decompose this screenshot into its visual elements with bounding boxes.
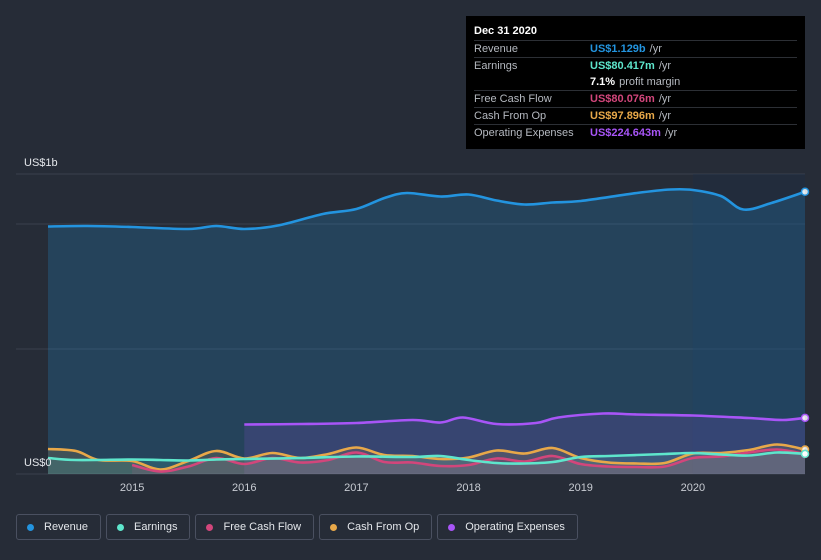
- tooltip-row-free-cash-flow: Free Cash Flow US$80.076m/yr: [474, 90, 797, 107]
- tooltip-unit: /yr: [658, 93, 672, 105]
- x-tick-2016: 2016: [232, 482, 256, 494]
- line-operating-expenses: [244, 412, 806, 426]
- tooltip-label: Operating Expenses: [474, 127, 574, 139]
- tooltip-value: 7.1%: [590, 76, 616, 88]
- legend: Revenue Earnings Free Cash Flow Cash From O…: [16, 514, 578, 542]
- tooltip-value: US$80.076m: [590, 93, 655, 105]
- line-revenue: [47, 187, 806, 231]
- forecast-shade: [692, 174, 805, 474]
- series-areas: [48, 189, 806, 474]
- tooltip-value: US$97.896m: [590, 110, 655, 122]
- legend-label: Revenue: [44, 521, 89, 533]
- tooltip-panel: Dec 31 2020 Revenue US$1.129b/yr Earnings U…: [466, 16, 805, 149]
- x-tick-2017: 2017: [344, 482, 368, 494]
- legend-dot-icon: [27, 523, 34, 531]
- tooltip-unit: /yr: [664, 127, 678, 139]
- area-revenue: [48, 189, 805, 474]
- tooltip-label: Earnings: [474, 60, 518, 72]
- legend-operating-expenses-button[interactable]: Operating Expenses: [437, 514, 578, 540]
- tooltip-row-earnings: Earnings US$80.417m/yr: [474, 57, 797, 74]
- legend-label: Cash From Op: [347, 521, 420, 533]
- legend-dot-icon: [206, 523, 214, 531]
- legend-dot-icon: [117, 523, 125, 531]
- tooltip-unit: /yr: [658, 110, 672, 122]
- tooltip-row-cash-from-op: Cash From Op US$97.896m/yr: [474, 107, 797, 124]
- end-marker-earnings: [800, 449, 810, 459]
- end-marker-revenue: [800, 187, 810, 196]
- legend-label: Operating Expenses: [465, 521, 565, 533]
- tooltip-label: [474, 74, 590, 90]
- end-marker-operating-expenses: [800, 413, 810, 423]
- tooltip-row-profit-margin: 7.1% profit margin: [474, 74, 797, 90]
- legend-cash-from-op-button[interactable]: Cash From Op: [319, 514, 433, 540]
- line-free-cash-flow: [131, 448, 806, 473]
- gridlines: [16, 173, 805, 475]
- x-tick-2019: 2019: [568, 482, 592, 494]
- x-tick-2018: 2018: [456, 482, 480, 494]
- tooltip-rows: Revenue US$1.129b/yr Earnings US$80.417m/yr…: [474, 40, 797, 141]
- legend-dot-icon: [330, 523, 338, 531]
- y-axis-bottom-label: US$0: [24, 457, 52, 469]
- tooltip-value: US$80.417m: [590, 60, 655, 72]
- x-tick-2020: 2020: [681, 482, 705, 494]
- x-axis-ticks: 2015 2016 2017 2018 2019 2020: [120, 482, 705, 494]
- chart-canvas: 2015 2016 2017 2018 2019 2020 US$1b US$0: [16, 157, 810, 494]
- legend-earnings-button[interactable]: Earnings: [106, 514, 191, 540]
- tooltip-date: Dec 31 2020: [474, 25, 537, 37]
- tooltip-unit: profit margin: [619, 76, 681, 88]
- x-tick-2015: 2015: [120, 482, 144, 494]
- legend-free-cash-flow-button[interactable]: Free Cash Flow: [195, 514, 315, 540]
- tooltip-unit: /yr: [658, 60, 672, 72]
- tooltip-row-revenue: Revenue US$1.129b/yr: [474, 40, 797, 57]
- area-operating-expenses: [244, 413, 805, 474]
- series-lines: [47, 187, 806, 473]
- legend-label: Free Cash Flow: [223, 521, 302, 533]
- tooltip-value: US$224.643m: [590, 127, 661, 139]
- legend-dot-icon: [448, 523, 456, 531]
- legend-revenue-button[interactable]: Revenue: [16, 514, 102, 540]
- y-axis-top-label: US$1b: [24, 157, 58, 169]
- line-earnings: [47, 451, 806, 465]
- tooltip-label: Revenue: [474, 43, 519, 55]
- tooltip-value: US$1.129b: [590, 43, 646, 55]
- tooltip-label: Cash From Op: [474, 110, 547, 122]
- tooltip-unit: /yr: [649, 43, 662, 55]
- tooltip-row-operating-expenses: Operating Expenses US$224.643m/yr: [474, 124, 797, 141]
- legend-label: Earnings: [134, 521, 178, 533]
- end-markers: [800, 187, 810, 459]
- tooltip-label: Free Cash Flow: [474, 93, 552, 105]
